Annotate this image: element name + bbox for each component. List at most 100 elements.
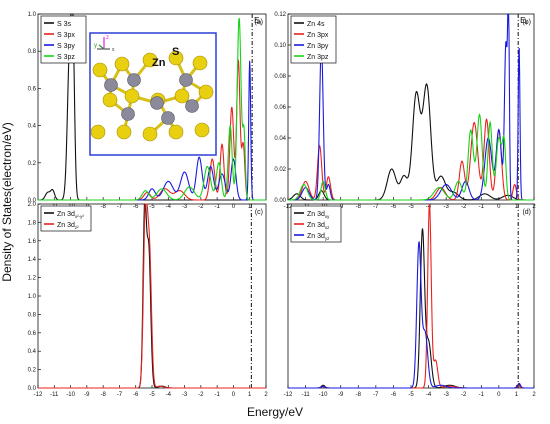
sulfur-atom (102, 92, 118, 108)
x-tick-label: -10 (66, 392, 75, 398)
x-tick-label: -5 (149, 392, 155, 398)
series-line (38, 203, 266, 389)
legend-box (40, 205, 92, 232)
y-tick-label: 0.6 (28, 331, 37, 337)
x-tick-label: -8 (356, 392, 362, 398)
legend-entry: Zn 3dx²-y² (57, 211, 84, 219)
y-tick-label: 0.8 (28, 49, 37, 55)
sulfur-atom (142, 126, 158, 142)
y-tick-label: 1.0 (28, 294, 37, 300)
axis-x-label: x (112, 47, 115, 53)
panel-label: (c) (255, 209, 263, 216)
legend-box (290, 15, 337, 64)
x-tick-label: -6 (133, 204, 139, 210)
y-tick-label: 0.6 (28, 86, 37, 92)
x-tick-label: -8 (356, 204, 362, 210)
y-tick-label: 0.0 (28, 198, 37, 204)
series-line (288, 113, 534, 201)
x-tick-label: 2 (264, 392, 268, 398)
x-tick-label: 2 (532, 392, 536, 398)
x-tick-label: 1 (515, 392, 519, 398)
zinc-atom (161, 111, 175, 125)
sulfur-atom (114, 56, 130, 72)
x-tick-label: -10 (319, 392, 328, 398)
x-tick-label: -3 (443, 392, 449, 398)
x-tick-label: -1 (479, 204, 485, 210)
y-tick-label: 0.4 (28, 349, 37, 355)
y-tick-label: 0.12 (274, 12, 286, 18)
y-tick-label: 0.02 (274, 167, 286, 173)
x-axis-title: Energy/eV (247, 405, 303, 419)
legend-entry: Zn 3px (307, 32, 329, 39)
y-tick-label: 1.4 (28, 257, 37, 263)
x-tick-label: -11 (50, 392, 59, 398)
atom-zn-label: Zn (152, 57, 166, 69)
legend-entry: S 3pz (57, 54, 75, 61)
x-tick-label: -2 (198, 204, 204, 210)
y-tick-label: 0.2 (28, 161, 37, 167)
sulfur-atom (92, 62, 108, 78)
zinc-atom (127, 73, 141, 87)
y-tick-label: 0.4 (28, 124, 37, 130)
x-tick-label: 0 (232, 204, 236, 210)
sulfur-atom (124, 88, 140, 104)
y-tick-label: 0.00 (274, 198, 286, 204)
inset-atoms (90, 50, 214, 142)
x-tick-label: -7 (373, 204, 379, 210)
x-tick-label: 1 (515, 204, 519, 210)
x-tick-label: -12 (284, 392, 293, 398)
x-tick-label: -3 (182, 204, 188, 210)
y-tick-label: 1.8 (28, 220, 37, 226)
series-line (38, 13, 266, 201)
x-tick-label: -1 (479, 392, 485, 398)
zinc-atom (104, 78, 118, 92)
y-tick-label: 1.6 (28, 239, 37, 245)
x-tick-label: -4 (426, 392, 432, 398)
y-tick-label: 2.0 (28, 202, 37, 208)
sulfur-atom (142, 52, 158, 68)
y-tick-label: 1.2 (28, 276, 37, 282)
x-tick-label: -1 (214, 392, 220, 398)
x-tick-label: -9 (338, 392, 344, 398)
sulfur-atom (116, 124, 132, 140)
y-axis-title: Density of States(electron/eV) (0, 122, 14, 281)
x-tick-label: 0 (232, 392, 236, 398)
legend-entry: Zn 3dxz (307, 222, 330, 230)
x-tick-label: -6 (391, 204, 397, 210)
x-tick-label: -8 (100, 204, 106, 210)
x-tick-label: -8 (100, 392, 106, 398)
panel-2: -12 -11 -10 -9 -8 -7 -6 -5 -4 -3 -2 -1 0 1 20.00.20.40… (28, 202, 269, 398)
x-tick-label: -7 (117, 204, 123, 210)
x-tick-label: -5 (408, 392, 414, 398)
y-tick-label: 0.0 (28, 386, 37, 392)
x-tick-label: -2 (461, 392, 467, 398)
structure-inset: z y x Zn S (89, 32, 217, 156)
panel-label: (b) (522, 19, 531, 26)
sulfur-atom (168, 124, 184, 140)
panel-label: (a) (254, 19, 263, 26)
zinc-atom (185, 99, 199, 113)
panels: -11-10-9-8-7-6-5-4-3-2-1010.00.20.40.60.… (28, 12, 537, 398)
y-tick-label: 1.0 (28, 12, 37, 18)
legend-entry: S 3s (57, 21, 72, 28)
x-tick-label: -6 (133, 392, 139, 398)
x-tick-label: -4 (166, 204, 172, 210)
legend-entry: Zn 3dyz (307, 233, 330, 241)
panel-label: (d) (522, 209, 531, 216)
x-tick-label: 0 (497, 392, 501, 398)
x-tick-label: -2 (461, 204, 467, 210)
x-tick-label: -11 (301, 392, 310, 398)
x-tick-label: -7 (373, 392, 379, 398)
y-tick-label: 0.06 (274, 105, 286, 111)
axis-z-label: z (106, 35, 109, 41)
legend-box (40, 15, 87, 64)
legend-entry: Zn 3dxy (307, 211, 330, 219)
fermi-label: Ef (520, 16, 527, 27)
y-tick-label: 0.8 (28, 312, 37, 318)
legend-entry: S 3py (57, 43, 75, 50)
zinc-atom (179, 73, 193, 87)
x-tick-label: -9 (84, 392, 90, 398)
x-tick-label: 0 (497, 204, 501, 210)
legend-entry: S 3px (57, 32, 75, 39)
fermi-label: Ef (254, 16, 261, 27)
